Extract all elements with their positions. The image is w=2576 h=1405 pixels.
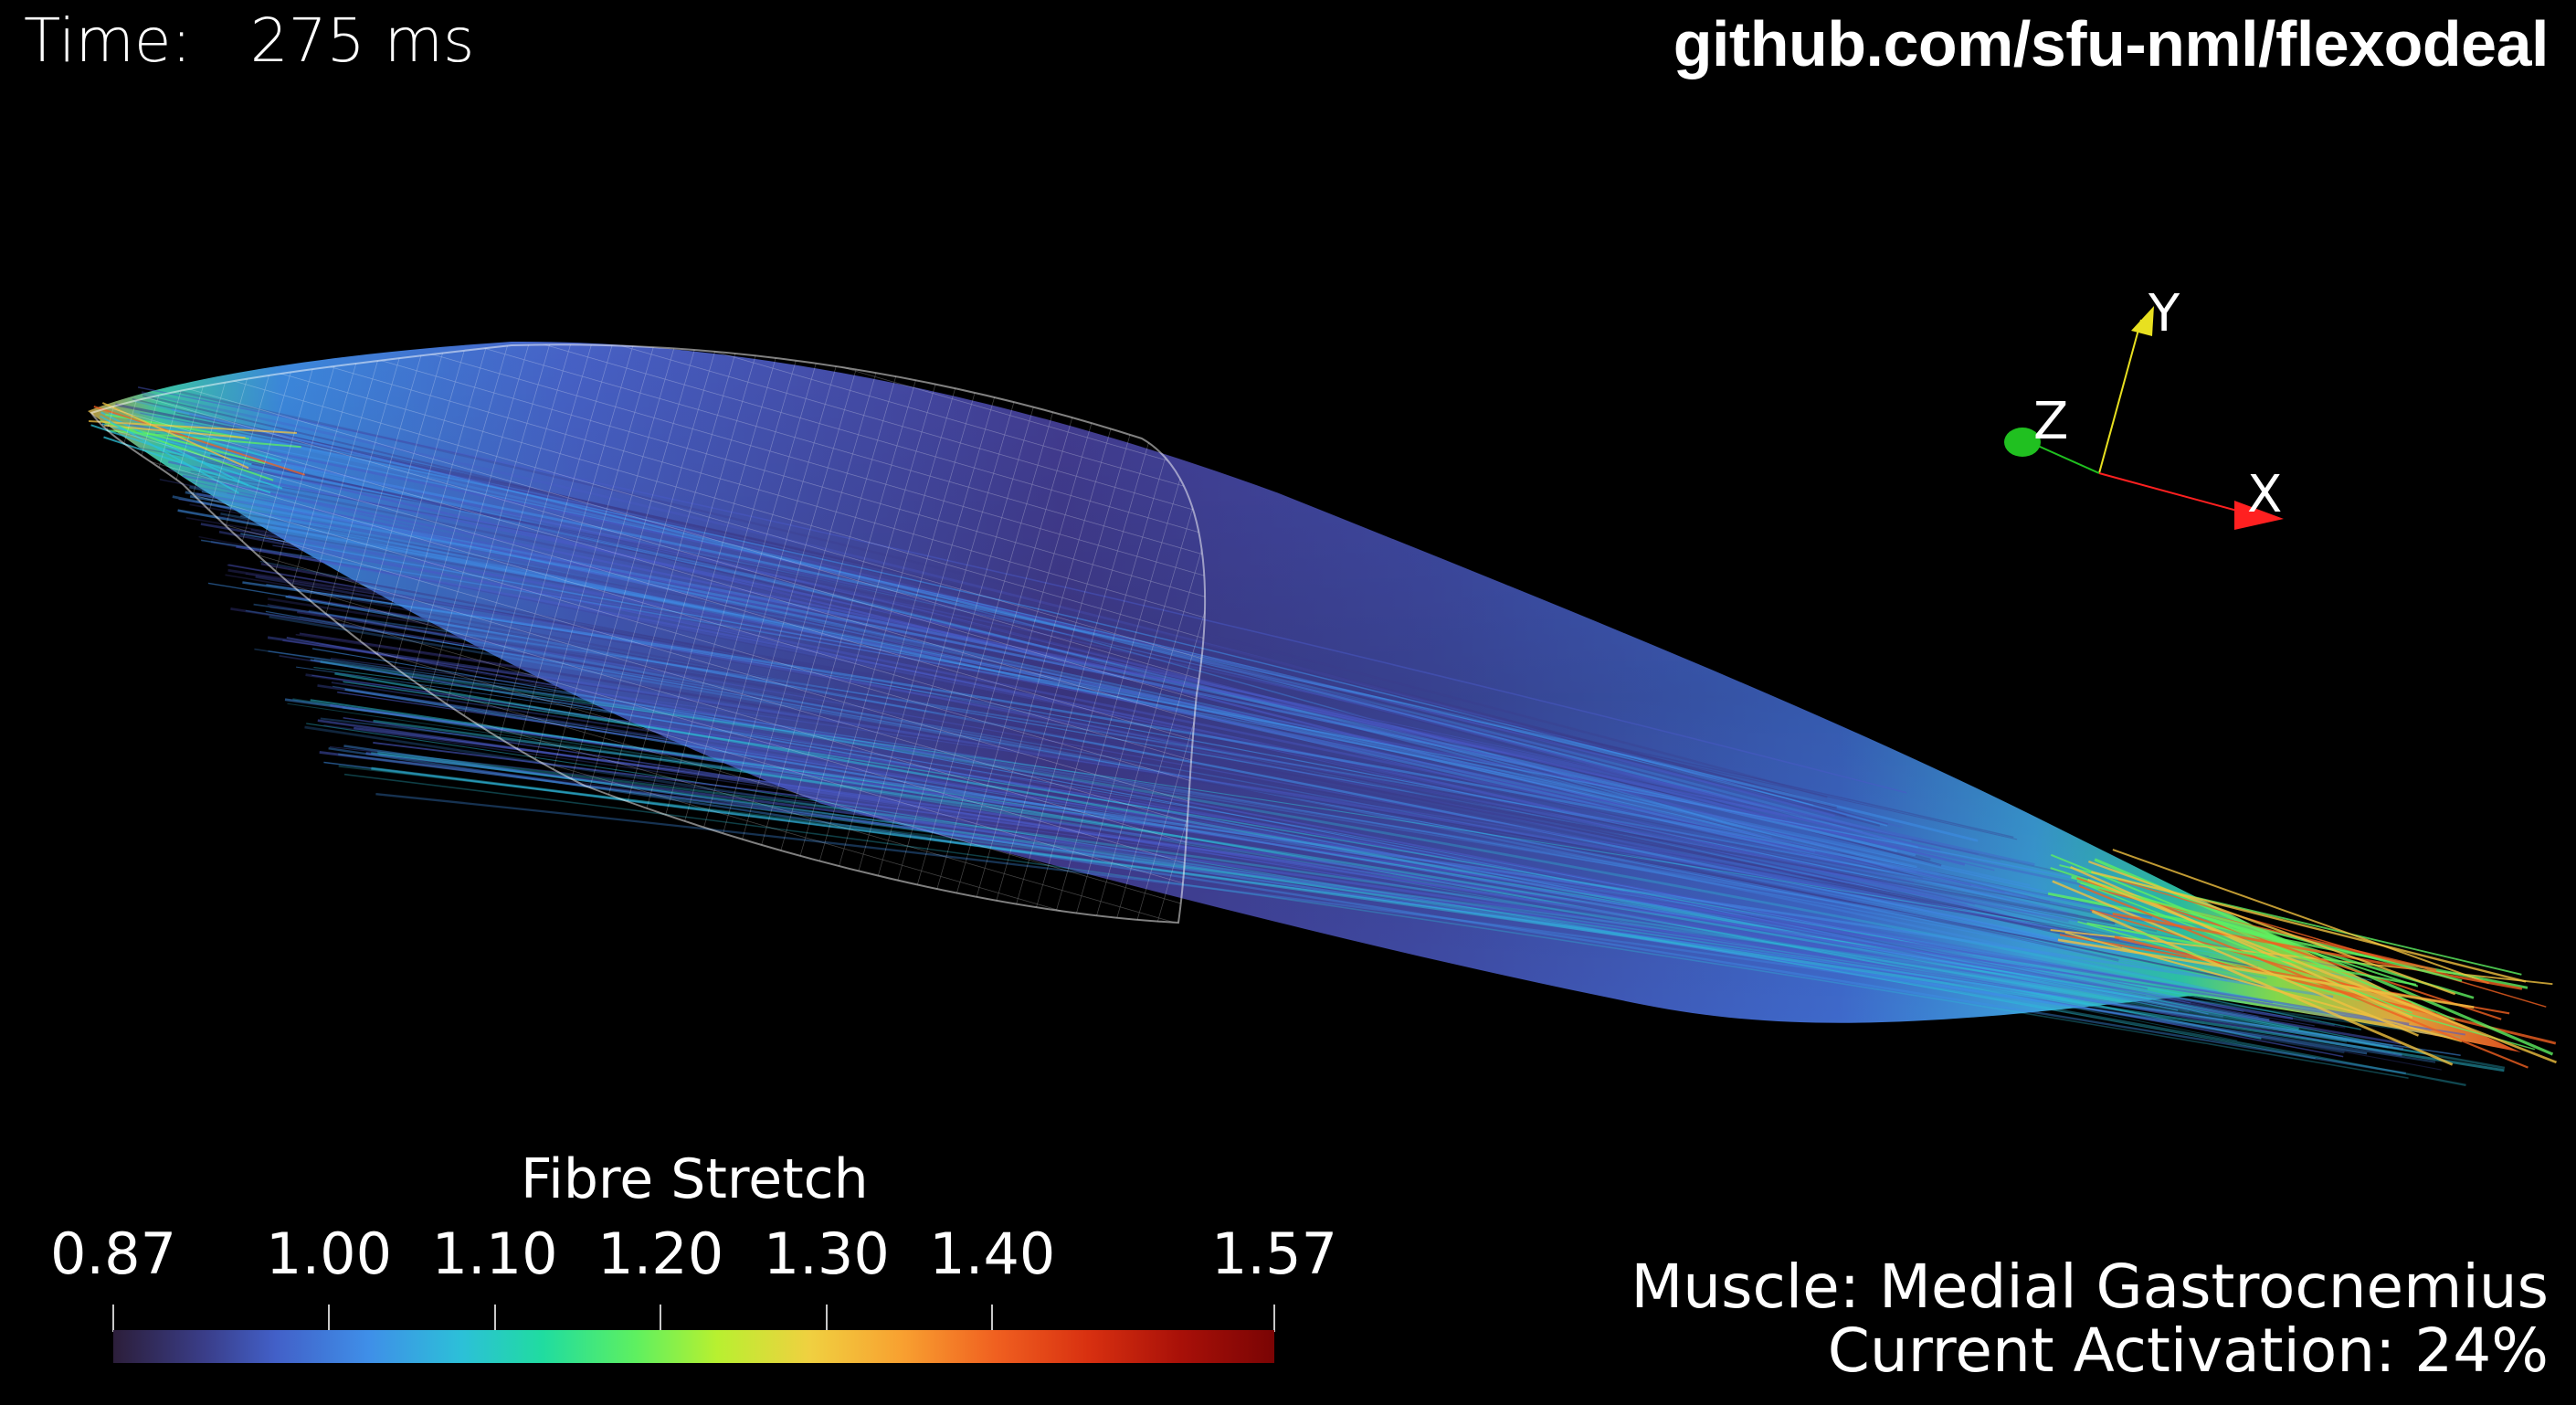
tendon-fibre [2086,922,2417,987]
colorbar-tick [1273,1305,1275,1332]
time-readout: Time: 275 ms [24,5,474,76]
tendon-fibre [2069,865,2413,1019]
tendon-fibre [2078,884,2528,1069]
x-axis-label: X [2247,465,2282,524]
tendon-fibre [2076,881,2412,1014]
x-axis-line [2098,472,2248,514]
colorbar-tick-label: 1.30 [763,1220,890,1287]
tendon-fibre [2077,921,2536,1051]
colorbar-tick-label: 0.87 [49,1220,177,1287]
colorbar-tick-label: 1.40 [929,1220,1056,1287]
tendon-fibre [2112,912,2523,990]
colorbar-tick [112,1305,114,1332]
colorbar-tick-label: 1.00 [266,1220,393,1287]
tendon-fibre [2112,849,2489,985]
tendon-fibre [2091,871,2527,983]
fibre-line [375,793,2436,1063]
z-axis-arrow [2004,428,2041,457]
colorbar-tick [328,1305,331,1332]
y-axis-line [2098,319,2142,474]
colorbar-tick [493,1305,496,1332]
tendon-fibre [2052,880,2419,1037]
z-axis-label: Z [2033,392,2068,451]
z-axis-line [2029,441,2100,474]
orientation-axes[interactable]: Y X Z [2004,284,2284,530]
colorbar-tick [825,1305,828,1332]
y-axis-label: Y [2148,284,2180,343]
muscle-name: Muscle: Medial Gastrocnemius [1631,1252,2549,1322]
y-axis-arrow [2131,306,2154,336]
wireframe-outline [90,343,1207,924]
tendon-fibre [2117,879,2547,1008]
activation-readout: Current Activation: 24% [1827,1315,2549,1386]
colorbar-title: Fibre Stretch [521,1147,869,1211]
tendon-fibre [2080,882,2463,982]
colorbar-gradient [113,1330,1274,1363]
colorbar-tick [660,1305,662,1332]
colorbar-tick-label: 1.57 [1210,1220,1338,1287]
colorbar-tick-label: 1.20 [597,1220,724,1287]
tendon-fibre [2087,878,2557,1064]
tendon-fibre [2091,910,2454,1066]
colorbar-tick [991,1305,994,1332]
tendon-fibre [2057,938,2475,1009]
repo-link[interactable]: github.com/sfu-nml/flexodeal [1673,8,2550,79]
colorbar-tick-label: 1.10 [431,1220,558,1287]
x-axis-arrow [2234,501,2284,530]
time-label: Time: [24,5,192,76]
tendon-fibre [2088,861,2456,996]
time-value: 275 ms [249,5,475,76]
